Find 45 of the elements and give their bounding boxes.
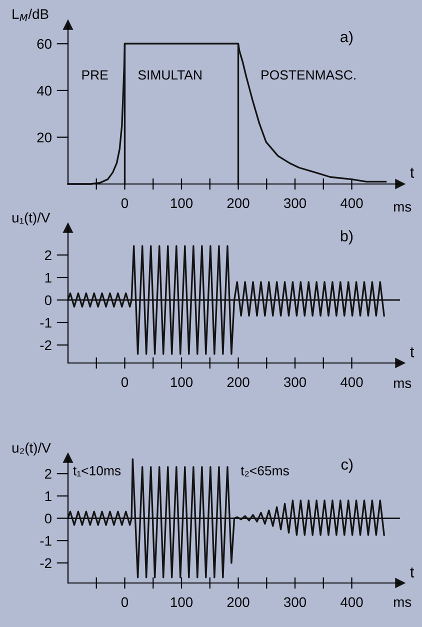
y-tick-label: -1 — [40, 318, 52, 328]
x-tick-label: 300 — [284, 597, 306, 608]
y-axis-title: L$_{M}$/dB — [12, 8, 48, 22]
y-tick-label: 0 — [44, 514, 52, 524]
x-tick-label: 0 — [121, 377, 128, 388]
annotation: PRE — [82, 70, 108, 80]
annotation: t₁<10ms — [73, 466, 121, 476]
y-tick-label: 1 — [45, 491, 52, 501]
x-axis-title: t — [410, 567, 414, 578]
y-tick-label: -1 — [40, 536, 52, 546]
y-tick-label: 1 — [45, 272, 52, 283]
y-tick-label: -2 — [40, 340, 52, 350]
y-tick-label: 60 — [37, 39, 52, 49]
x-axis-title: t — [410, 347, 414, 358]
annotation: SIMULTAN — [138, 70, 202, 80]
y-tick-label: 20 — [37, 132, 52, 142]
y-axis-title: u₁(t)/V — [12, 212, 50, 226]
x-tick-label: 100 — [170, 597, 193, 608]
y-tick-label: 40 — [36, 86, 52, 96]
annotation: POSTENMASC. — [262, 70, 356, 80]
y-tick-label: 0 — [44, 295, 52, 306]
x-tick-label: 200 — [227, 597, 250, 608]
text: ms — [394, 204, 412, 212]
text: ms — [394, 380, 412, 388]
y-tick-label: 2 — [45, 250, 52, 260]
chart-title: a) — [340, 31, 353, 46]
x-tick-label: 400 — [340, 377, 363, 388]
x-tick-label: 200 — [227, 198, 250, 208]
annotation: t₂<65ms — [240, 466, 289, 476]
x-tick-label: 300 — [284, 377, 306, 388]
x-tick-label: 0 — [121, 198, 128, 208]
y-axis-title: u₂(t)/V — [12, 442, 51, 456]
chart-title: b) — [340, 230, 353, 244]
x-tick-label: 100 — [170, 377, 193, 388]
x-tick-label: 200 — [227, 377, 250, 388]
x-tick-label: 400 — [340, 198, 363, 208]
text: ms — [394, 599, 412, 607]
x-tick-label: 400 — [340, 597, 363, 608]
x-axis-title: t — [410, 168, 414, 178]
y-tick-label: 2 — [45, 468, 52, 479]
x-tick-label: 100 — [170, 198, 193, 208]
x-tick-label: 0 — [121, 597, 128, 608]
x-tick-label: 300 — [284, 198, 306, 208]
y-tick-label: -2 — [40, 558, 52, 568]
chart-title: c) — [341, 458, 353, 473]
